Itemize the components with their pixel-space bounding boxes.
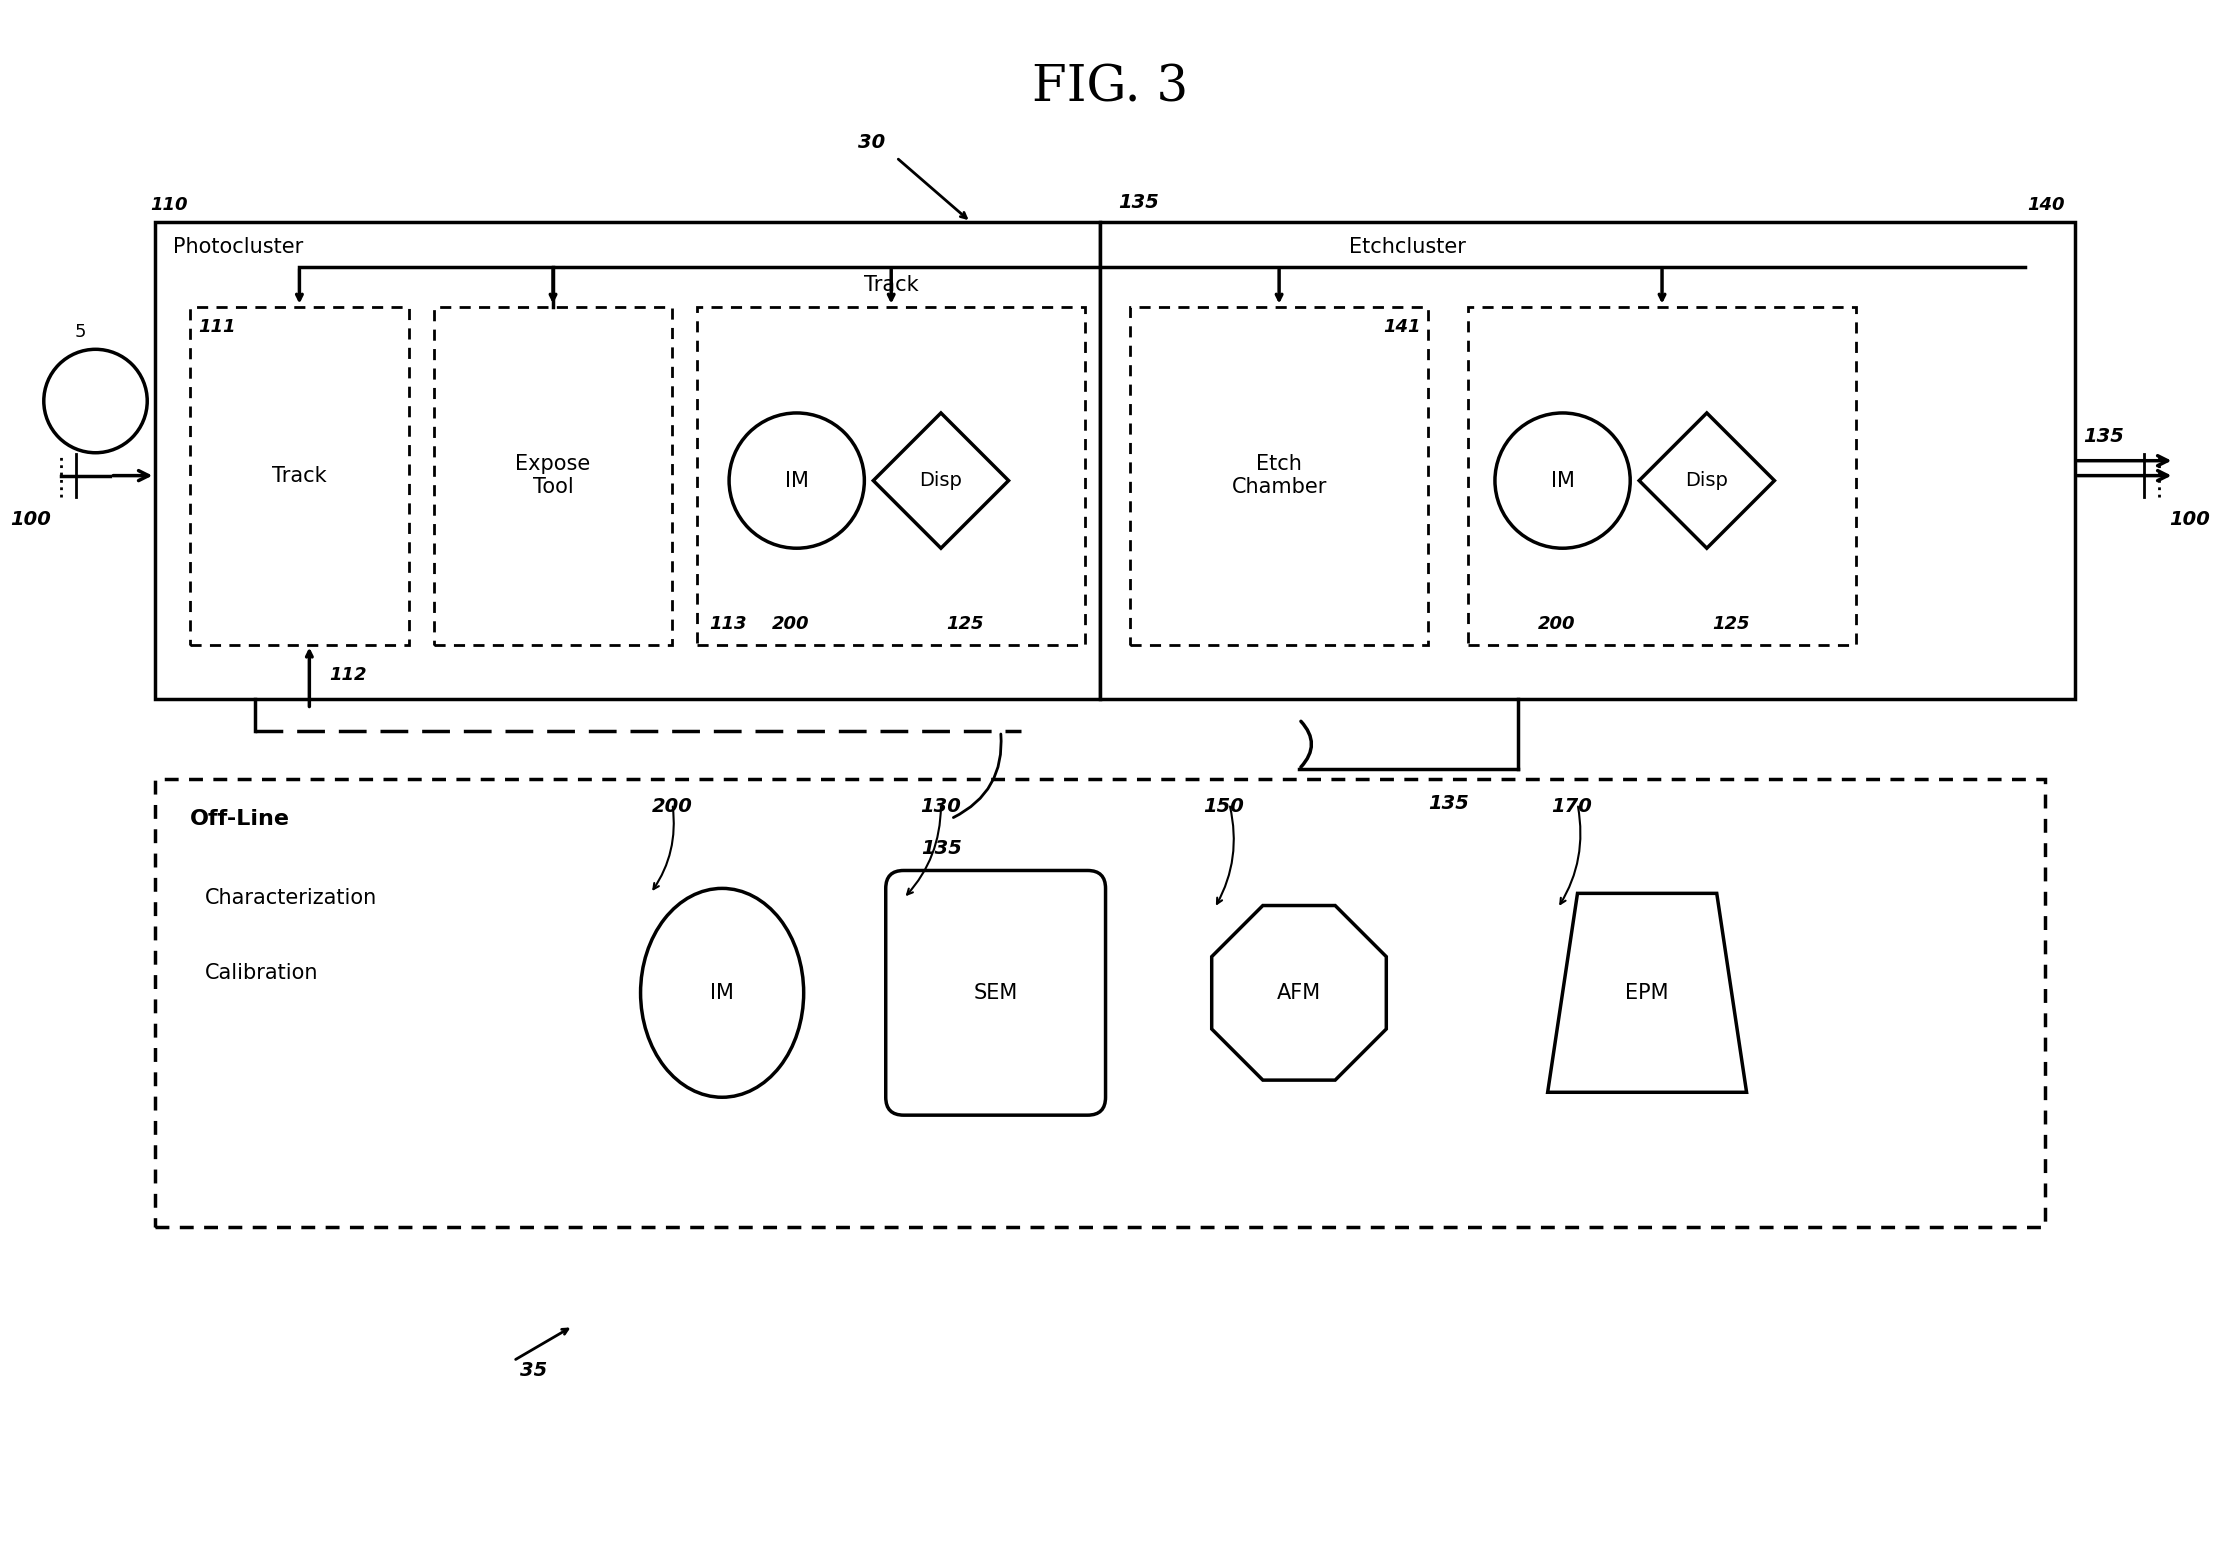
Text: 100: 100 — [11, 511, 51, 530]
Text: 200: 200 — [1538, 615, 1576, 634]
Bar — [1101, 222, 2075, 700]
Text: 135: 135 — [921, 838, 963, 858]
Text: Characterization: Characterization — [205, 889, 377, 908]
Text: 125: 125 — [945, 615, 983, 634]
Text: 135: 135 — [1429, 795, 1469, 813]
Text: 200: 200 — [651, 796, 693, 816]
Text: 200: 200 — [771, 615, 809, 634]
Text: 35: 35 — [519, 1362, 546, 1380]
Text: Off-Line: Off-Line — [189, 809, 290, 829]
Text: Etchcluster: Etchcluster — [1349, 237, 1467, 257]
Text: Photocluster: Photocluster — [174, 237, 303, 257]
Text: 30: 30 — [858, 133, 885, 152]
Text: IM: IM — [1551, 471, 1574, 491]
Text: 125: 125 — [1712, 615, 1750, 634]
Text: Calibration: Calibration — [205, 963, 319, 984]
Bar — [435, 307, 673, 644]
Bar — [156, 779, 2044, 1227]
Text: 110: 110 — [149, 197, 187, 214]
Bar — [1469, 307, 1857, 644]
Text: 112: 112 — [330, 666, 368, 683]
Text: 135: 135 — [1119, 194, 1159, 212]
Text: 130: 130 — [921, 796, 961, 816]
Text: IM: IM — [785, 471, 809, 491]
Bar — [156, 222, 1101, 700]
Text: Etch
Chamber: Etch Chamber — [1230, 454, 1326, 497]
Text: IM: IM — [711, 982, 733, 1002]
Text: Disp: Disp — [921, 471, 963, 489]
Text: 150: 150 — [1204, 796, 1244, 816]
Text: FIG. 3: FIG. 3 — [1032, 64, 1188, 112]
Bar — [189, 307, 408, 644]
Text: AFM: AFM — [1277, 982, 1322, 1002]
Text: Expose
Tool: Expose Tool — [515, 454, 591, 497]
Bar — [698, 307, 1086, 644]
Text: 5: 5 — [76, 324, 87, 341]
Bar — [1130, 307, 1429, 644]
Text: Disp: Disp — [1685, 471, 1727, 489]
Text: Track: Track — [865, 274, 918, 294]
Text: 111: 111 — [198, 319, 236, 336]
Text: 170: 170 — [1551, 796, 1592, 816]
Text: 141: 141 — [1382, 319, 1420, 336]
Text: 113: 113 — [709, 615, 747, 634]
Text: 135: 135 — [2082, 428, 2124, 446]
Text: SEM: SEM — [974, 982, 1019, 1002]
Text: Track: Track — [272, 466, 328, 486]
Text: 140: 140 — [2028, 197, 2064, 214]
Text: 100: 100 — [2169, 511, 2209, 530]
Text: EPM: EPM — [1625, 982, 1670, 1002]
FancyBboxPatch shape — [885, 871, 1106, 1115]
